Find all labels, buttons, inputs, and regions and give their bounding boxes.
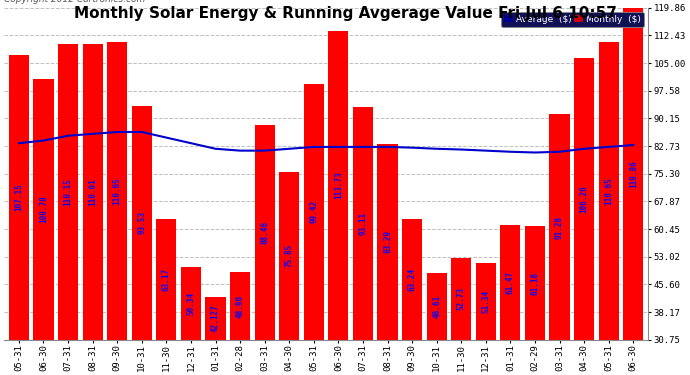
Text: 83.29: 83.29 xyxy=(383,230,392,254)
Bar xyxy=(500,225,520,340)
Text: 93.11: 93.11 xyxy=(359,212,368,235)
Bar xyxy=(451,258,471,340)
Bar xyxy=(328,30,348,340)
Bar xyxy=(9,55,29,340)
Bar xyxy=(107,42,127,340)
Text: 100.78: 100.78 xyxy=(39,195,48,223)
Bar xyxy=(156,219,177,340)
Text: 99.42: 99.42 xyxy=(309,200,318,223)
Bar xyxy=(549,114,570,340)
Bar xyxy=(304,84,324,340)
Text: 106.26: 106.26 xyxy=(580,185,589,213)
Text: Monthly Solar Energy & Running Avgerage Value Fri Jul 6 10:57: Monthly Solar Energy & Running Avgerage … xyxy=(74,6,616,21)
Text: 61.18: 61.18 xyxy=(531,272,540,295)
Text: 107.15: 107.15 xyxy=(14,183,23,211)
Text: 48.90: 48.90 xyxy=(235,294,244,318)
Bar xyxy=(58,44,78,340)
Bar xyxy=(574,58,594,340)
Bar xyxy=(353,107,373,340)
Bar xyxy=(33,79,54,340)
Text: 113.73: 113.73 xyxy=(334,171,343,199)
Bar xyxy=(255,125,275,340)
Legend: Average  ($), Monthly  ($): Average ($), Monthly ($) xyxy=(502,12,644,27)
Bar xyxy=(599,42,619,340)
Text: 61.47: 61.47 xyxy=(506,271,515,294)
Text: 75.85: 75.85 xyxy=(285,244,294,267)
Bar xyxy=(181,267,201,340)
Text: 93.53: 93.53 xyxy=(137,211,146,234)
Bar xyxy=(426,273,446,340)
Text: 88.46: 88.46 xyxy=(260,220,269,244)
Bar xyxy=(476,263,496,340)
Bar xyxy=(525,226,545,340)
Text: 110.65: 110.65 xyxy=(112,177,121,205)
Text: 50.34: 50.34 xyxy=(186,292,195,315)
Bar xyxy=(377,144,397,340)
Text: 119.86: 119.86 xyxy=(629,160,638,188)
Bar xyxy=(279,172,299,340)
Bar xyxy=(83,44,103,340)
Text: 110.65: 110.65 xyxy=(604,177,613,205)
Text: 63.17: 63.17 xyxy=(162,268,171,291)
Text: 52.73: 52.73 xyxy=(457,287,466,310)
Bar xyxy=(402,219,422,340)
Text: Copyright 2012 Cartronics.com: Copyright 2012 Cartronics.com xyxy=(4,0,146,4)
Bar xyxy=(206,297,226,340)
Bar xyxy=(623,8,643,340)
Text: 110.15: 110.15 xyxy=(63,178,72,206)
Text: 42.127: 42.127 xyxy=(211,305,220,333)
Text: 63.24: 63.24 xyxy=(408,268,417,291)
Text: 110.01: 110.01 xyxy=(88,178,97,206)
Text: 51.34: 51.34 xyxy=(482,290,491,313)
Text: 48.61: 48.61 xyxy=(432,295,441,318)
Bar xyxy=(132,106,152,340)
Bar xyxy=(230,272,250,340)
Text: 91.28: 91.28 xyxy=(555,215,564,238)
